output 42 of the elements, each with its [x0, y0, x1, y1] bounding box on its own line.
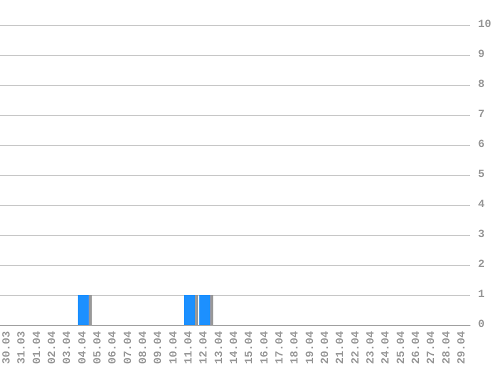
x-tick-label: 28.04 [441, 330, 454, 364]
y-tick-label: 8 [478, 79, 485, 91]
x-tick-label: 27.04 [426, 330, 438, 364]
x-tick-label: 04.04 [77, 330, 90, 364]
x-tick-label: 13.04 [214, 330, 226, 364]
x-tick-label: 03.04 [62, 330, 74, 364]
x-tick-label: 22.04 [350, 330, 362, 364]
y-tick-label: 9 [478, 49, 485, 61]
x-tick-label: 23.04 [365, 330, 378, 364]
x-tick-label: 14.04 [229, 330, 241, 364]
x-tick-label: 24.04 [380, 330, 393, 364]
y-tick-label: 7 [478, 109, 485, 121]
x-tick-label: 30.03 [2, 330, 14, 364]
x-tick-label: 18.04 [290, 330, 302, 364]
x-tick-label: 12.04 [198, 330, 211, 364]
x-tick-label: 31.03 [16, 330, 29, 364]
x-tick-label: 01.04 [32, 330, 44, 364]
x-tick-label: 21.04 [335, 330, 348, 364]
x-tick-label: 16.04 [259, 330, 272, 364]
y-tick-label: 1 [478, 289, 485, 301]
x-tick-label: 02.04 [47, 330, 60, 364]
x-tick-label: 07.04 [122, 330, 135, 364]
x-tick-label: 09.04 [153, 330, 166, 364]
y-tick-label: 2 [478, 259, 485, 271]
x-tick-label: 10.04 [168, 330, 180, 364]
y-tick-label: 3 [478, 229, 485, 241]
x-tick-label: 26.04 [410, 330, 423, 364]
y-tick-label: 4 [478, 199, 485, 211]
x-tick-label: 06.04 [108, 330, 120, 364]
x-tick-label: 19.04 [304, 330, 317, 364]
x-tick-label: 11.04 [184, 330, 196, 364]
x-tick-label: 20.04 [320, 330, 332, 364]
x-tick-label: 08.04 [138, 330, 150, 364]
x-tick-label: 25.04 [396, 330, 408, 364]
x-tick-label: 29.04 [456, 330, 468, 364]
x-tick-label: 17.04 [274, 330, 286, 364]
y-tick-label: 5 [478, 169, 485, 181]
x-tick-label: 15.04 [244, 330, 256, 364]
y-tick-label: 0 [478, 319, 485, 331]
x-tick-label: 05.04 [92, 330, 105, 364]
y-tick-label: 6 [478, 139, 485, 151]
y-tick-label: 10 [478, 19, 492, 31]
